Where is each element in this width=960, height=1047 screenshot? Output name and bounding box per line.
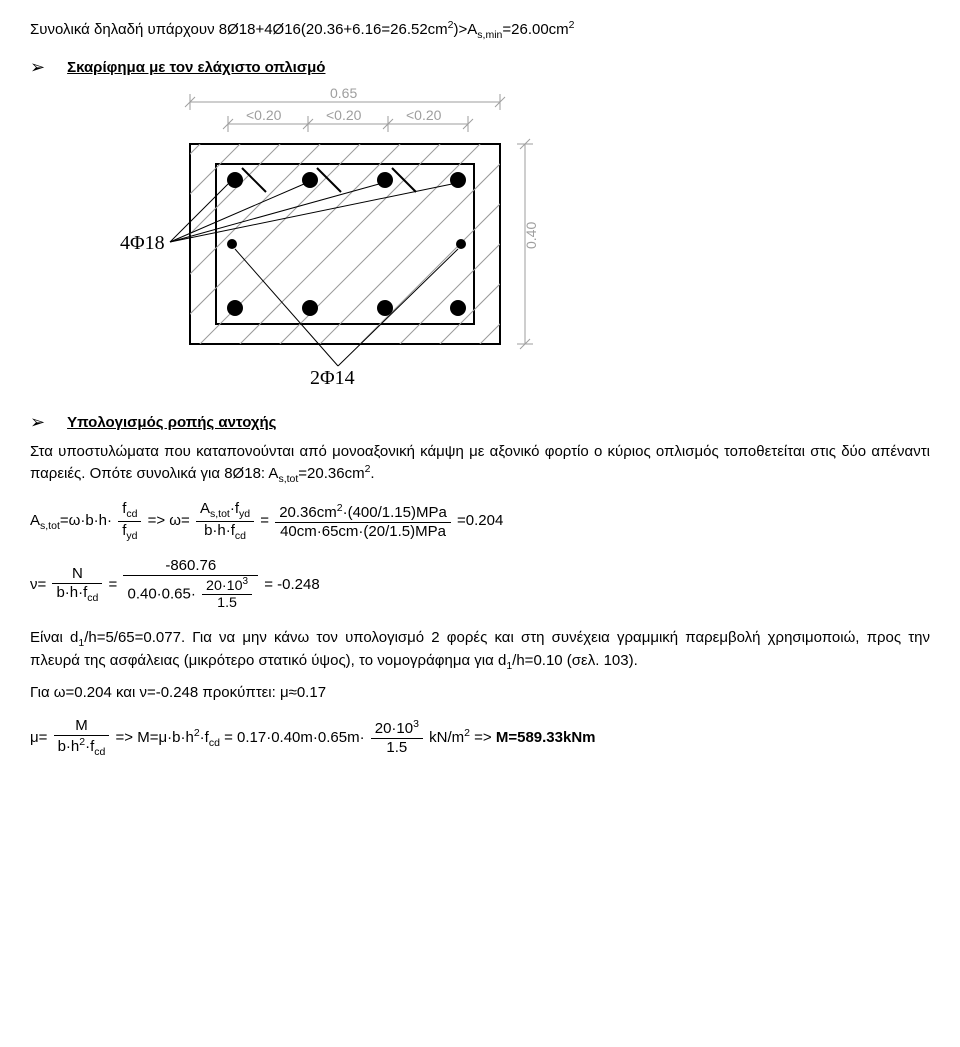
t: =ω·b·h· (60, 512, 112, 529)
bullet-label: Υπολογισμός ροπής αντοχής (67, 414, 276, 431)
equation-omega: As,tot=ω·b·h· fcd fyd => ω= As,tot·fyd b… (30, 500, 930, 542)
t: 40cm·65cm·(20/1.5)MPa (275, 523, 451, 541)
t: = (260, 512, 269, 529)
dim-width-label: 0.65 (330, 85, 357, 101)
sub: s,tot (278, 473, 298, 485)
dim-spacing-label: <0.20 (406, 107, 442, 123)
t: ·f (230, 500, 239, 517)
t: /h=5/65=0.077. Για να μην κάνω τον υπολο… (30, 629, 930, 670)
t: 20.36cm (279, 504, 337, 521)
callout-side-bars: 2Φ14 (310, 367, 355, 389)
t: 20·10 (206, 577, 242, 593)
text: =20.36cm (298, 465, 364, 482)
t: b·h·f (204, 522, 235, 539)
sub: cd (87, 592, 98, 604)
callout-top-bars: 4Φ18 (120, 232, 165, 254)
t: M (54, 717, 110, 736)
result-bold: M=589.33kNm (496, 729, 596, 746)
t: ν= (30, 576, 46, 593)
sup: 3 (243, 576, 249, 587)
t: => M=μ·b·h (116, 729, 194, 746)
sup: 2 (569, 19, 575, 31)
t: 1.5 (371, 739, 423, 757)
sub: yd (126, 530, 137, 542)
t: ·(400/1.15)MPa (343, 504, 447, 521)
t: N (52, 565, 102, 584)
t: = 0.17·0.40m·0.65m· (220, 729, 365, 746)
bullet-1: ➢ Σκαρίφημα με τον ελάχιστο οπλισμό (30, 57, 930, 78)
equation-nu: ν= N b·h·fcd = -860.76 0.40·0.65· 20·103… (30, 557, 930, 613)
t: = -0.248 (264, 576, 319, 593)
cross-section-diagram: 0.65 <0.20 <0.20 <0.20 (120, 84, 930, 398)
t: b·h·f (56, 584, 87, 601)
paragraph-2: Είναι d1/h=5/65=0.077. Για να μην κάνω τ… (30, 627, 930, 674)
sup: 2 (365, 463, 371, 475)
sup: 3 (413, 718, 419, 730)
bullet-arrow-icon: ➢ (30, 412, 45, 433)
sub: yd (239, 508, 250, 520)
dim-spacing-label: <0.20 (326, 107, 362, 123)
t: 20·10 (375, 720, 413, 737)
t: => ω= (148, 512, 190, 529)
paragraph-3: Για ω=0.204 και ν=-0.248 προκύπτει: μ≈0.… (30, 682, 930, 703)
sub: s,tot (210, 508, 230, 520)
sub: cd (235, 530, 246, 542)
t: μ= (30, 729, 47, 746)
sub: s,tot (40, 520, 60, 532)
paragraph-1: Στα υποστυλώματα που καταπονούνται από μ… (30, 441, 930, 487)
dim-height-label: 0.40 (523, 221, 539, 248)
t: -860.76 (123, 557, 258, 576)
bullet-arrow-icon: ➢ (30, 57, 45, 78)
sub: cd (209, 737, 220, 749)
dim-spacing-label: <0.20 (246, 107, 282, 123)
t: ·f (85, 738, 94, 755)
text: =26.00cm (502, 21, 568, 38)
t: 0.40·0.65· (127, 585, 195, 602)
t: /h=0.10 (σελ. 103). (512, 652, 638, 669)
t: ·f (200, 729, 209, 746)
equation-moment: μ= M b·h2·fcd => M=μ·b·h2·fcd = 0.17·0.4… (30, 717, 930, 759)
t: b·h (58, 738, 80, 755)
t: =0.204 (457, 512, 503, 529)
t: kN/m (429, 729, 464, 746)
bullet-label: Σκαρίφημα με τον ελάχιστο οπλισμό (67, 59, 325, 76)
text: )>A (454, 21, 478, 38)
sub: s,min (477, 29, 502, 41)
sub: cd (94, 746, 105, 758)
text: Συνολικά δηλαδή υπάρχουν 8Ø18+4Ø16(20.36… (30, 21, 448, 38)
bullet-2: ➢ Υπολογισμός ροπής αντοχής (30, 412, 930, 433)
t: Είναι d (30, 629, 78, 646)
t: = (109, 576, 118, 593)
t: Για ω=0.204 και ν=-0.248 προκύπτει: μ≈0.… (30, 684, 326, 701)
t: 1.5 (202, 595, 252, 612)
sub: cd (126, 508, 137, 520)
t: => (470, 729, 496, 746)
text: Στα υποστυλώματα που καταπονούνται από μ… (30, 443, 930, 482)
t: A (30, 512, 40, 529)
top-summary-line: Συνολικά δηλαδή υπάρχουν 8Ø18+4Ø16(20.36… (30, 18, 930, 43)
t: A (200, 500, 210, 517)
